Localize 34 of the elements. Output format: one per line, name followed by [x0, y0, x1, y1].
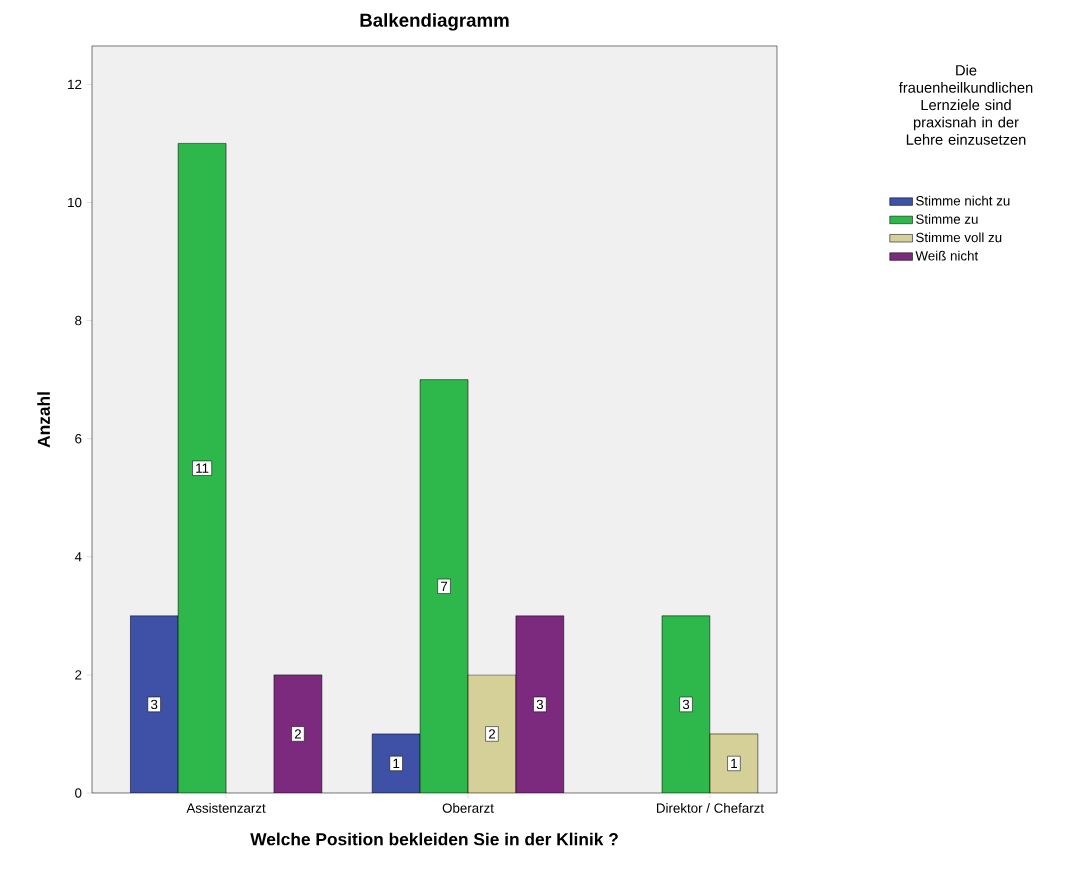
- data-label: 3: [536, 699, 544, 710]
- legend-label: Stimme voll zu: [916, 232, 1002, 243]
- y-axis-title: Anzahl: [37, 392, 50, 448]
- data-label: 2: [294, 729, 301, 739]
- bar: [661, 615, 711, 793]
- bar: [273, 674, 323, 793]
- data-label: 3: [150, 699, 158, 710]
- data-label: 1: [731, 758, 737, 769]
- legend-label: Stimme nicht zu: [916, 195, 1010, 206]
- legend-label: Weiß nicht: [915, 250, 979, 261]
- bar: [371, 733, 421, 793]
- y-tick-label: 0: [75, 788, 82, 798]
- chart-title: Balkendiagramm: [360, 13, 509, 31]
- x-axis-title: Welche Position bekleiden Sie in der Klinik ?: [250, 832, 618, 846]
- x-tick-label: Oberarzt: [442, 803, 494, 813]
- x-tick-label: Assistenzarzt: [186, 803, 266, 813]
- legend-label: Stimme zu: [916, 214, 978, 224]
- bar: [419, 379, 469, 793]
- y-tick-label: 4: [74, 552, 82, 562]
- y-tick-label: 2: [75, 670, 82, 680]
- data-label: 3: [682, 699, 690, 710]
- legend-title: Die frauenheilkundlichen Lernziele sind praxisnah in der Lehre einzusetzen: [898, 64, 1033, 145]
- bar: [177, 143, 227, 793]
- y-tick-label: 6: [75, 433, 82, 444]
- y-tick-label: 12: [68, 79, 82, 90]
- y-tick-label: 8: [75, 315, 82, 326]
- data-label: 7: [441, 581, 448, 591]
- x-tick-label: Direktor / Chefarzt: [656, 803, 764, 813]
- data-label: 2: [488, 729, 496, 739]
- bar: [129, 615, 179, 793]
- data-label: 1: [393, 758, 400, 769]
- data-label: 11: [196, 463, 209, 473]
- y-tick-label: 10: [68, 197, 82, 208]
- bar: [515, 615, 565, 793]
